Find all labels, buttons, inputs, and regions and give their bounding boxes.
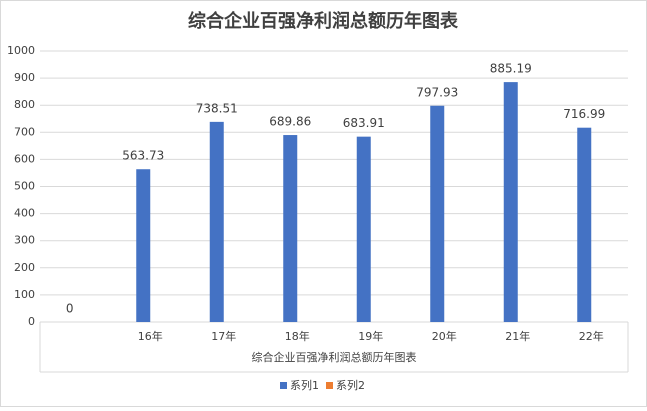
legend-swatch <box>326 382 333 389</box>
bar <box>283 135 298 322</box>
y-tick-label: 300 <box>14 234 35 247</box>
data-label: 683.91 <box>343 116 385 130</box>
data-label: 563.73 <box>122 149 164 163</box>
bar <box>430 105 445 322</box>
data-label: 885.19 <box>490 62 532 76</box>
y-tick-label: 1000 <box>7 44 35 57</box>
data-label: 797.93 <box>416 85 458 99</box>
x-tick-label: 20年 <box>432 329 457 343</box>
y-tick-label: 400 <box>14 207 35 220</box>
y-tick-label: 100 <box>14 288 35 301</box>
bar <box>577 127 592 322</box>
x-axis-title: 综合企业百强净利润总额历年图表 <box>252 350 417 364</box>
legend-swatch <box>280 382 287 389</box>
bar <box>209 121 224 322</box>
data-label: 0 <box>66 302 74 316</box>
bar <box>136 169 151 322</box>
bar <box>356 136 371 322</box>
legend-label: 系列1 <box>290 378 319 392</box>
bar <box>503 82 518 322</box>
legend-label: 系列2 <box>336 378 365 392</box>
y-tick-label: 900 <box>14 71 35 84</box>
data-label: 689.86 <box>269 115 311 129</box>
y-tick-label: 800 <box>14 98 35 111</box>
x-tick-label: 18年 <box>285 329 310 343</box>
data-label: 738.51 <box>196 101 238 115</box>
y-tick-label: 500 <box>14 180 35 193</box>
x-tick-label: 22年 <box>579 329 604 343</box>
x-tick-label: 16年 <box>138 329 163 343</box>
y-tick-label: 600 <box>14 152 35 165</box>
y-tick-label: 700 <box>14 125 35 138</box>
y-tick-label: 200 <box>14 261 35 274</box>
chart-title: 综合企业百强净利润总额历年图表 <box>188 10 459 32</box>
data-label: 716.99 <box>563 107 605 121</box>
x-tick-label: 21年 <box>505 329 530 343</box>
x-tick-label: 17年 <box>211 329 236 343</box>
x-tick-label: 19年 <box>358 329 383 343</box>
y-tick-label: 0 <box>28 315 35 328</box>
